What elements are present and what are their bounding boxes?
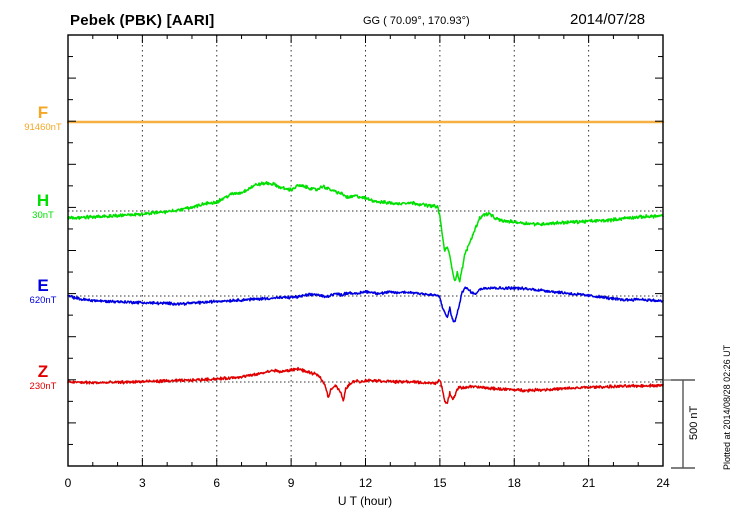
grid-layer [141, 35, 590, 466]
component-label-h: H 30nT [16, 192, 70, 222]
component-name-e: E [37, 276, 49, 295]
x-tick-label: 15 [433, 476, 447, 490]
x-tick-label: 18 [507, 476, 521, 490]
x-tick-label: 12 [358, 476, 373, 490]
plotted-timestamp: Plotted at 2014/08/28 02:26 UT [722, 344, 730, 470]
x-tick-label: 0 [64, 476, 72, 490]
component-label-z: Z 230nT [16, 363, 70, 393]
scale-bar [663, 379, 695, 469]
component-baseline-e: 620nT [29, 295, 57, 306]
plot-frame [67, 34, 664, 467]
geographic-coordinates: GG ( 70.09°, 170.93°) [363, 15, 470, 27]
x-tick-label: 3 [139, 476, 146, 490]
component-name-z: Z [37, 362, 49, 381]
component-baseline-f: 91460nT [24, 122, 62, 133]
x-tick-label: 24 [656, 476, 670, 490]
x-tick-label: 21 [581, 476, 596, 490]
component-label-e: E 620nT [16, 277, 70, 307]
x-tick-label: 9 [287, 476, 295, 490]
station-title: Pebek (PBK) [AARI] [70, 12, 215, 29]
trace-layer [66, 120, 665, 405]
observation-date: 2014/07/28 [570, 11, 646, 28]
component-label-f: F 91460nT [16, 104, 70, 134]
x-tick-label: 6 [213, 476, 221, 490]
component-name-f: F [37, 103, 49, 122]
scale-bar-label: 500 nT [688, 405, 700, 440]
component-baseline-z: 230nT [29, 381, 57, 392]
x-axis-title: U T (hour) [337, 494, 393, 508]
component-baseline-h: 30nT [32, 210, 54, 221]
component-name-h: H [36, 191, 50, 210]
